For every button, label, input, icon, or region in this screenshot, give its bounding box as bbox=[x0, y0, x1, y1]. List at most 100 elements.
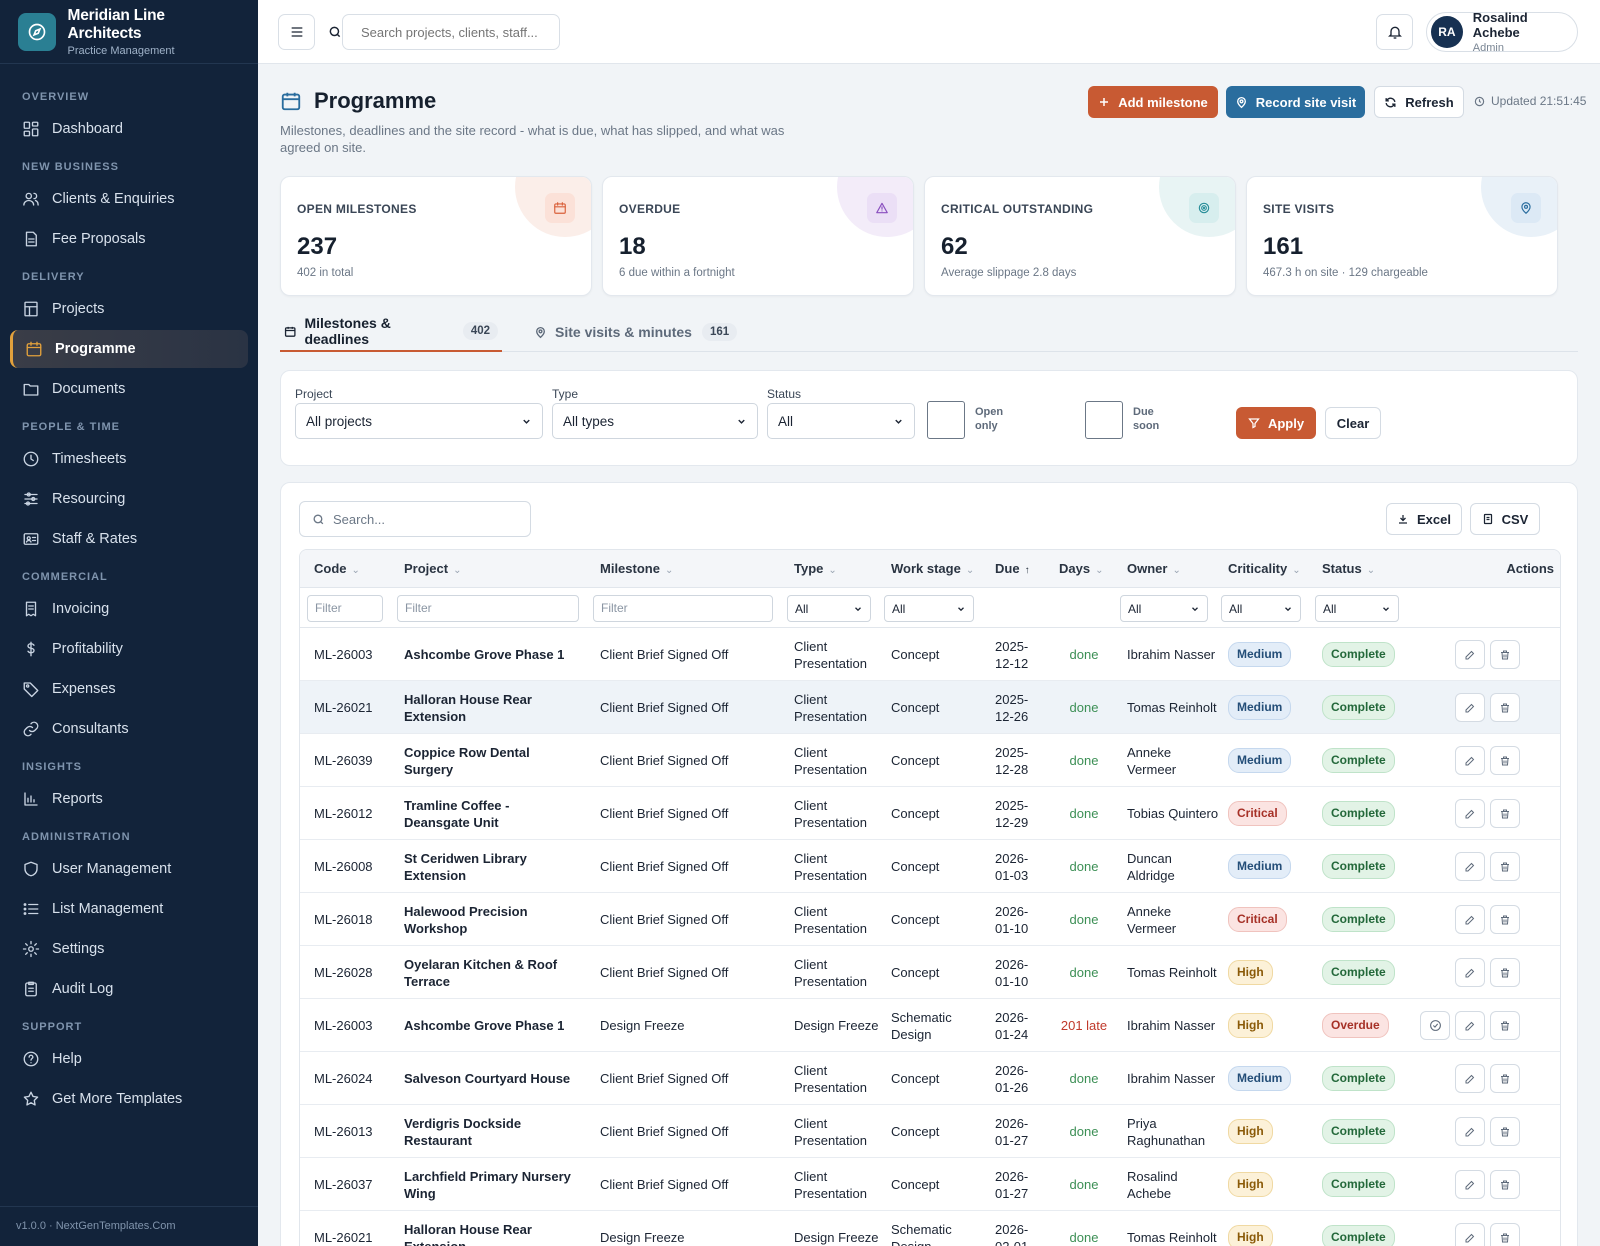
add-milestone-button[interactable]: Add milestone bbox=[1088, 86, 1218, 118]
project-filter-select[interactable]: All projects bbox=[295, 403, 543, 439]
table-search-input[interactable]: Search... bbox=[299, 501, 531, 537]
delete-button[interactable] bbox=[1490, 958, 1520, 987]
column-header-code[interactable]: Code ⌄ bbox=[314, 561, 360, 576]
column-header-owner[interactable]: Owner ⌄ bbox=[1127, 561, 1181, 576]
sidebar-item-list-management[interactable]: List Management bbox=[10, 890, 248, 928]
cell-project[interactable]: Halewood Precision Workshop bbox=[404, 903, 528, 936]
filter-select-owner[interactable]: All bbox=[1120, 595, 1208, 622]
sidebar-item-consultants[interactable]: Consultants bbox=[10, 710, 248, 748]
sidebar-item-reports[interactable]: Reports bbox=[10, 780, 248, 818]
delete-button[interactable] bbox=[1490, 852, 1520, 881]
table-row[interactable]: ML-26021 Halloran House Rear Extension Cli… bbox=[300, 681, 1560, 734]
sidebar-item-help[interactable]: Help bbox=[10, 1040, 248, 1078]
sidebar-item-projects[interactable]: Projects bbox=[10, 290, 248, 328]
column-header-work-stage[interactable]: Work stage ⌄ bbox=[891, 561, 975, 576]
table-row[interactable]: ML-26018 Halewood Precision Workshop Clien… bbox=[300, 893, 1560, 946]
column-header-status[interactable]: Status ⌄ bbox=[1322, 561, 1376, 576]
sidebar-item-resourcing[interactable]: Resourcing bbox=[10, 480, 248, 518]
column-header-milestone[interactable]: Milestone ⌄ bbox=[600, 561, 674, 576]
delete-button[interactable] bbox=[1490, 1064, 1520, 1093]
filter-select-criticality[interactable]: All bbox=[1221, 595, 1301, 622]
export-excel-button[interactable]: Excel bbox=[1386, 503, 1462, 535]
due-soon-checkbox[interactable] bbox=[1085, 401, 1123, 439]
delete-button[interactable] bbox=[1490, 905, 1520, 934]
sidebar-item-programme[interactable]: Programme bbox=[10, 330, 248, 368]
table-row[interactable]: ML-26008 St Ceridwen Library Extension Cli… bbox=[300, 840, 1560, 893]
cell-project[interactable]: St Ceridwen Library Extension bbox=[404, 850, 527, 883]
type-filter-select[interactable]: All types bbox=[552, 403, 758, 439]
export-csv-button[interactable]: CSV bbox=[1470, 503, 1540, 535]
table-row[interactable]: ML-26037 Larchfield Primary Nursery Wing C… bbox=[300, 1158, 1560, 1211]
menu-toggle-button[interactable] bbox=[278, 14, 315, 50]
delete-button[interactable] bbox=[1490, 1117, 1520, 1146]
delete-button[interactable] bbox=[1490, 746, 1520, 775]
table-row[interactable]: ML-26003 Ashcombe Grove Phase 1 Design Fre… bbox=[300, 999, 1560, 1052]
edit-button[interactable] bbox=[1455, 905, 1485, 934]
sidebar-item-staff-and-rates[interactable]: Staff & Rates bbox=[10, 520, 248, 558]
filter-select-work-stage[interactable]: All bbox=[884, 595, 974, 622]
sidebar-item-settings[interactable]: Settings bbox=[10, 930, 248, 968]
cell-project[interactable]: Ashcombe Grove Phase 1 bbox=[404, 647, 565, 662]
delete-button[interactable] bbox=[1490, 1170, 1520, 1199]
table-row[interactable]: ML-26013 Verdigris Dockside Restaurant Cli… bbox=[300, 1105, 1560, 1158]
delete-button[interactable] bbox=[1490, 640, 1520, 669]
edit-button[interactable] bbox=[1455, 958, 1485, 987]
table-row[interactable]: ML-26039 Coppice Row Dental Surgery Client… bbox=[300, 734, 1560, 787]
sidebar-item-expenses[interactable]: Expenses bbox=[10, 670, 248, 708]
cell-project[interactable]: Oyelaran Kitchen & Roof Terrace bbox=[404, 956, 558, 989]
edit-button[interactable] bbox=[1455, 799, 1485, 828]
table-row[interactable]: ML-26021 Halloran House Rear Extension Des… bbox=[300, 1211, 1560, 1246]
global-search-input[interactable] bbox=[342, 14, 560, 50]
edit-button[interactable] bbox=[1455, 693, 1485, 722]
column-header-type[interactable]: Type ⌄ bbox=[794, 561, 837, 576]
delete-button[interactable] bbox=[1490, 1011, 1520, 1040]
edit-button[interactable] bbox=[1455, 1117, 1485, 1146]
tab-site-visits[interactable]: Site visits & minutes 161 bbox=[534, 312, 738, 352]
status-filter-select[interactable]: All bbox=[767, 403, 915, 439]
sidebar-item-invoicing[interactable]: Invoicing bbox=[10, 590, 248, 628]
edit-button[interactable] bbox=[1455, 1170, 1485, 1199]
sidebar-item-timesheets[interactable]: Timesheets bbox=[10, 440, 248, 478]
table-row[interactable]: ML-26024 Salveson Courtyard House Client B… bbox=[300, 1052, 1560, 1105]
edit-button[interactable] bbox=[1455, 1064, 1485, 1093]
cell-project[interactable]: Halloran House Rear Extension bbox=[404, 691, 532, 724]
column-header-days[interactable]: Days ⌄ bbox=[1059, 561, 1104, 576]
filter-input-project[interactable]: Filter bbox=[397, 595, 579, 622]
edit-button[interactable] bbox=[1455, 1011, 1485, 1040]
delete-button[interactable] bbox=[1490, 1223, 1520, 1246]
sidebar-item-fee-proposals[interactable]: Fee Proposals bbox=[10, 220, 248, 258]
table-row[interactable]: ML-26012 Tramline Coffee - Deansgate Unit… bbox=[300, 787, 1560, 840]
cell-project[interactable]: Verdigris Dockside Restaurant bbox=[404, 1115, 522, 1148]
apply-filter-button[interactable]: Apply bbox=[1236, 407, 1316, 439]
column-header-due[interactable]: Due ↑ bbox=[995, 561, 1030, 576]
sidebar-item-audit-log[interactable]: Audit Log bbox=[10, 970, 248, 1008]
open-only-checkbox[interactable] bbox=[927, 401, 965, 439]
edit-button[interactable] bbox=[1455, 746, 1485, 775]
delete-button[interactable] bbox=[1490, 799, 1520, 828]
cell-project[interactable]: Salveson Courtyard House bbox=[404, 1071, 571, 1086]
cell-project[interactable]: Tramline Coffee - Deansgate Unit bbox=[404, 797, 510, 830]
edit-button[interactable] bbox=[1455, 1223, 1485, 1246]
sidebar-item-profitability[interactable]: Profitability bbox=[10, 630, 248, 668]
cell-project[interactable]: Halloran House Rear Extension bbox=[404, 1221, 532, 1246]
cell-project[interactable]: Ashcombe Grove Phase 1 bbox=[404, 1018, 565, 1033]
sidebar-item-documents[interactable]: Documents bbox=[10, 370, 248, 408]
refresh-button[interactable]: Refresh bbox=[1374, 86, 1464, 118]
column-header-criticality[interactable]: Criticality ⌄ bbox=[1228, 561, 1301, 576]
sidebar-item-dashboard[interactable]: Dashboard bbox=[10, 110, 248, 148]
edit-button[interactable] bbox=[1455, 852, 1485, 881]
record-site-visit-button[interactable]: Record site visit bbox=[1226, 86, 1365, 118]
filter-input-code[interactable]: Filter bbox=[307, 595, 383, 622]
sidebar-item-clients-and-enquiries[interactable]: Clients & Enquiries bbox=[10, 180, 248, 218]
filter-select-type[interactable]: All bbox=[787, 595, 871, 622]
clear-filter-button[interactable]: Clear bbox=[1325, 407, 1381, 439]
tab-milestones[interactable]: Milestones & deadlines 402 bbox=[280, 312, 502, 352]
table-row[interactable]: ML-26003 Ashcombe Grove Phase 1 Client Bri… bbox=[300, 628, 1560, 681]
user-menu[interactable]: RA Rosalind Achebe Admin bbox=[1426, 10, 1578, 54]
notifications-button[interactable] bbox=[1376, 14, 1413, 50]
cell-project[interactable]: Coppice Row Dental Surgery bbox=[404, 744, 530, 777]
sidebar-item-get-more-templates[interactable]: Get More Templates bbox=[10, 1080, 248, 1118]
edit-button[interactable] bbox=[1455, 640, 1485, 669]
column-header-project[interactable]: Project ⌄ bbox=[404, 561, 462, 576]
cell-project[interactable]: Larchfield Primary Nursery Wing bbox=[404, 1168, 571, 1201]
